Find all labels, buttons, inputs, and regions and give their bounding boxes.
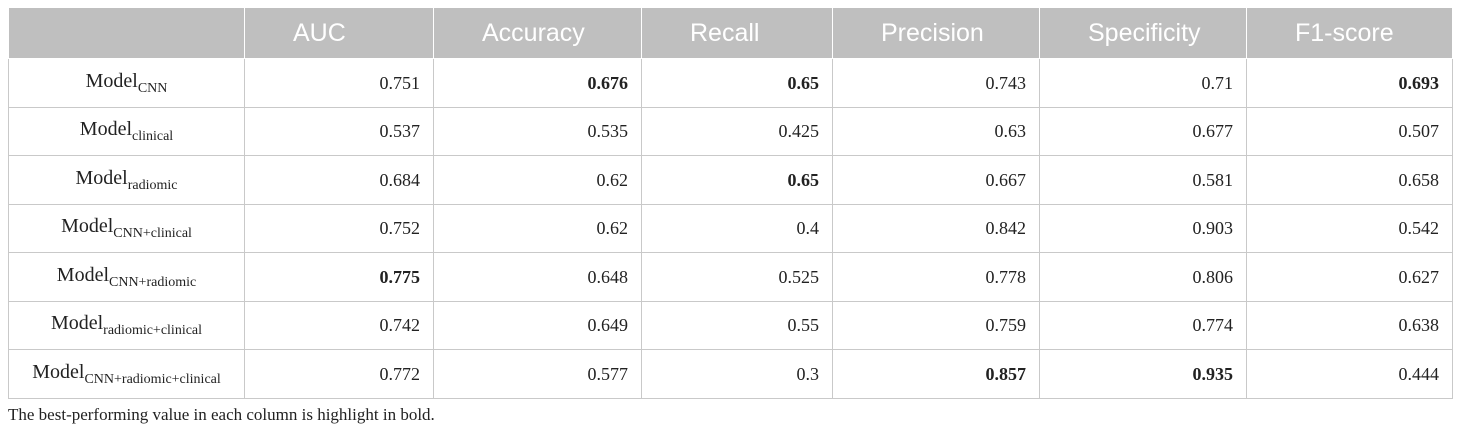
model-name: Model bbox=[56, 263, 109, 286]
metric-value-cell: 0.638 bbox=[1246, 301, 1453, 350]
header-cell-model bbox=[8, 7, 245, 59]
model-subscript: CNN+clinical bbox=[113, 226, 192, 241]
metric-value-cell: 0.684 bbox=[244, 155, 434, 205]
model-name: Model bbox=[61, 215, 114, 237]
model-name-cell: ModelCNN+radiomic bbox=[8, 252, 245, 302]
table-row: ModelCNN 0.751 0.676 0.65 0.743 0.71 0.693 bbox=[8, 58, 1453, 108]
metric-value-cell: 0.62 bbox=[433, 204, 642, 253]
metric-value-cell: 0.581 bbox=[1039, 155, 1247, 205]
metric-value-cell: 0.425 bbox=[641, 107, 833, 156]
header-cell-precision: Precision bbox=[832, 7, 1040, 59]
header-cell-specificity: Specificity bbox=[1039, 7, 1247, 59]
header-cell-accuracy: Accuracy bbox=[433, 7, 642, 59]
metric-value-cell: 0.742 bbox=[244, 301, 434, 350]
metric-value-cell: 0.444 bbox=[1246, 349, 1453, 399]
metric-value-cell: 0.542 bbox=[1246, 204, 1453, 253]
model-subscript: radiomic+clinical bbox=[103, 323, 203, 338]
model-name-cell: Modelradiomic+clinical bbox=[8, 301, 245, 350]
metric-value-cell: 0.577 bbox=[433, 349, 642, 399]
model-subscript: CNN+radiomic bbox=[109, 274, 197, 290]
metric-value-cell: 0.65 bbox=[641, 155, 833, 205]
metric-value-cell: 0.648 bbox=[433, 252, 642, 302]
metric-value-cell: 0.842 bbox=[832, 204, 1040, 253]
metric-value-cell: 0.677 bbox=[1039, 107, 1247, 156]
metric-value-cell: 0.658 bbox=[1246, 155, 1453, 205]
metric-value-cell: 0.62 bbox=[433, 155, 642, 205]
table-row: ModelCNN+radiomic+clinical 0.772 0.577 0.3 0… bbox=[8, 349, 1453, 399]
table-row: ModelCNN+radiomic 0.775 0.648 0.525 0.778 0.8… bbox=[8, 252, 1453, 302]
model-subscript: radiomic bbox=[127, 177, 178, 193]
model-subscript: clinical bbox=[132, 129, 174, 144]
model-name: Model bbox=[32, 360, 85, 383]
header-row: AUC Accuracy Recall Precision Specificit… bbox=[8, 7, 1453, 59]
metric-value-cell: 0.537 bbox=[244, 107, 434, 156]
metric-value-cell: 0.55 bbox=[641, 301, 833, 350]
metric-value-cell: 0.903 bbox=[1039, 204, 1247, 253]
table-row: Modelradiomic 0.684 0.62 0.65 0.667 0.581 0.65… bbox=[8, 155, 1453, 205]
metric-value-cell: 0.667 bbox=[832, 155, 1040, 205]
metric-value-cell: 0.676 bbox=[433, 58, 642, 108]
table-row: Modelclinical 0.537 0.535 0.425 0.63 0.677 0.5… bbox=[8, 107, 1453, 156]
metric-value-cell: 0.743 bbox=[832, 58, 1040, 108]
metric-value-cell: 0.778 bbox=[832, 252, 1040, 302]
metric-value-cell: 0.759 bbox=[832, 301, 1040, 350]
metric-value-cell: 0.507 bbox=[1246, 107, 1453, 156]
metric-value-cell: 0.752 bbox=[244, 204, 434, 253]
table-row: Modelradiomic+clinical 0.742 0.649 0.55 0.75… bbox=[8, 301, 1453, 350]
model-name-cell: ModelCNN+radiomic+clinical bbox=[8, 349, 245, 399]
header-cell-f1-score: F1-score bbox=[1246, 7, 1453, 59]
metric-value-cell: 0.775 bbox=[244, 252, 434, 302]
table-body: ModelCNN 0.751 0.676 0.65 0.743 0.71 0.693 Mode… bbox=[8, 58, 1453, 399]
model-name: Model bbox=[50, 312, 104, 334]
model-name-cell: ModelCNN bbox=[8, 58, 245, 108]
metric-value-cell: 0.693 bbox=[1246, 58, 1453, 108]
results-table: AUC Accuracy Recall Precision Specificit… bbox=[8, 7, 1453, 399]
header-cell-auc: AUC bbox=[244, 7, 434, 59]
model-name-cell: Modelclinical bbox=[8, 107, 245, 156]
metric-value-cell: 0.857 bbox=[832, 349, 1040, 399]
metric-value-cell: 0.65 bbox=[641, 58, 833, 108]
model-subscript: CNN+radiomic+clinical bbox=[84, 371, 221, 387]
model-name-cell: ModelCNN+clinical bbox=[8, 204, 245, 253]
metric-value-cell: 0.649 bbox=[433, 301, 642, 350]
metric-value-cell: 0.774 bbox=[1039, 301, 1247, 350]
metric-value-cell: 0.525 bbox=[641, 252, 833, 302]
table-row: ModelCNN+clinical 0.752 0.62 0.4 0.842 0.903 0… bbox=[8, 204, 1453, 253]
metric-value-cell: 0.4 bbox=[641, 204, 833, 253]
metric-value-cell: 0.935 bbox=[1039, 349, 1247, 399]
model-subscript: CNN bbox=[137, 80, 168, 96]
header-cell-recall: Recall bbox=[641, 7, 833, 59]
results-table-container: AUC Accuracy Recall Precision Specificit… bbox=[8, 7, 1453, 399]
metric-value-cell: 0.535 bbox=[433, 107, 642, 156]
metric-value-cell: 0.3 bbox=[641, 349, 833, 399]
metric-value-cell: 0.71 bbox=[1039, 58, 1247, 108]
metric-value-cell: 0.627 bbox=[1246, 252, 1453, 302]
model-name-cell: Modelradiomic bbox=[8, 155, 245, 205]
metric-value-cell: 0.63 bbox=[832, 107, 1040, 156]
model-name: Model bbox=[79, 118, 132, 140]
metric-value-cell: 0.772 bbox=[244, 349, 434, 399]
model-name: Model bbox=[85, 69, 138, 92]
metric-value-cell: 0.751 bbox=[244, 58, 434, 108]
metric-value-cell: 0.806 bbox=[1039, 252, 1247, 302]
table-footnote: The best-performing value in each column… bbox=[8, 405, 435, 424]
model-name: Model bbox=[75, 166, 128, 189]
